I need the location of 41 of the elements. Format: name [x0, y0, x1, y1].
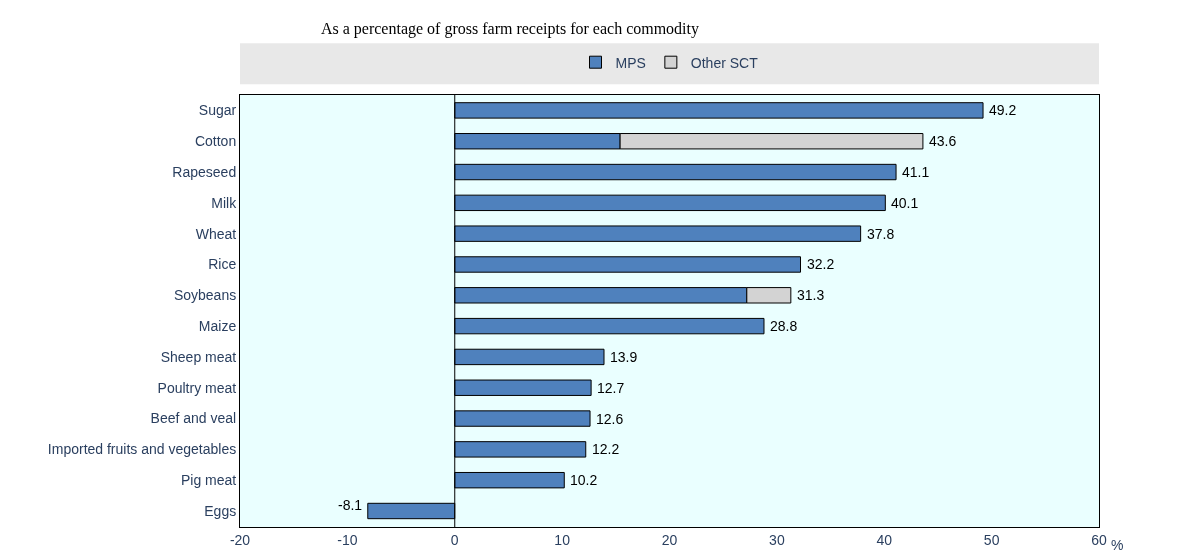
- total-label: 43.6: [929, 133, 957, 149]
- total-label: 37.8: [867, 226, 895, 242]
- y-tick-label: Sheep meat: [160, 348, 237, 365]
- total-label: 40.1: [891, 195, 919, 211]
- y-tick-label: Sugar: [198, 102, 237, 119]
- y-tick-label: Soybeans: [173, 287, 237, 304]
- chart-title: As a percentage of gross farm receipts for each commodity: [320, 19, 700, 38]
- total-label: 41.1: [902, 164, 930, 180]
- x-tick-label: 40: [876, 531, 893, 548]
- y-tick-label: Wheat: [195, 225, 237, 242]
- total-label: 12.2: [592, 441, 620, 457]
- y-tick-label: Imported fruits and vegetables: [47, 441, 237, 458]
- y-tick-label: Milk: [211, 194, 238, 211]
- legend-label: MPS: [615, 54, 646, 71]
- total-label: 13.9: [610, 349, 638, 365]
- x-tick-label: -10: [337, 531, 358, 548]
- y-tick-label: Pig meat: [180, 472, 237, 489]
- x-tick-label: 50: [983, 531, 1000, 548]
- x-tick-label: 60: [1091, 531, 1107, 548]
- total-label: 28.8: [770, 318, 798, 334]
- y-tick-label: Maize: [198, 318, 237, 335]
- total-label: 49.2: [989, 102, 1017, 118]
- x-tick-label: 0: [450, 531, 459, 548]
- legend-label: Other SCT: [690, 54, 759, 71]
- x-axis-title: %: [1111, 537, 1124, 553]
- x-tick-label: 30: [769, 531, 785, 548]
- y-tick-label: Beef and veal: [150, 410, 237, 427]
- x-tick-label: 20: [661, 531, 678, 548]
- x-tick-label: -20: [229, 531, 251, 548]
- y-tick-label: Rapeseed: [172, 163, 237, 180]
- y-tick-label: Cotton: [194, 133, 237, 150]
- y-tick-label: Poultry meat: [157, 379, 237, 396]
- y-tick-label: Eggs: [204, 502, 237, 519]
- total-label: 12.6: [596, 411, 624, 427]
- total-label: 10.2: [570, 472, 598, 488]
- total-label: 12.7: [597, 380, 625, 396]
- total-label: 31.3: [797, 287, 825, 303]
- y-tick-label: Rice: [208, 256, 237, 273]
- x-tick-label: 10: [554, 531, 571, 548]
- total-label: -8.1: [338, 497, 363, 513]
- total-label: 32.2: [807, 256, 835, 272]
